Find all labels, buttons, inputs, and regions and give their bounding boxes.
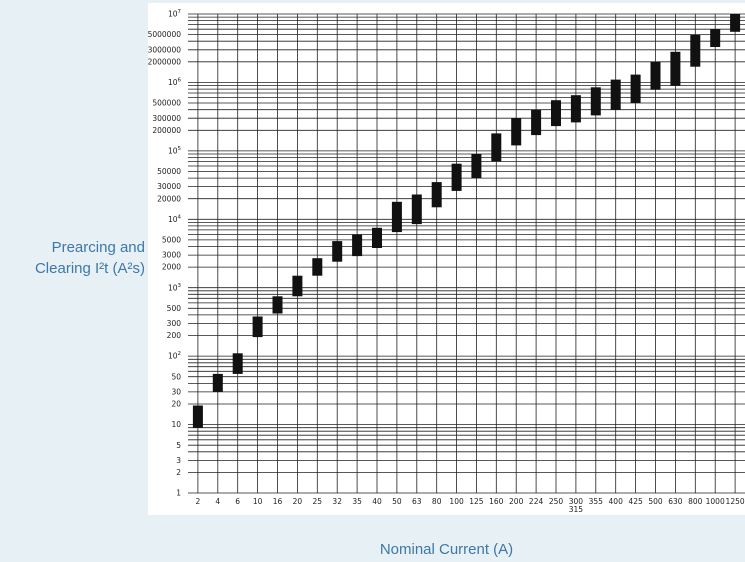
y-tick-label: 5000000 — [148, 30, 181, 39]
bar-425 — [630, 74, 641, 103]
y-tick-labels: 1 2 3 5 10 20 30 50 102 200 300 500 103 2000 3000 5000 1… — [148, 9, 182, 498]
x-tick-label: 1250 — [726, 497, 745, 506]
y-tick-label: 50000 — [157, 167, 181, 176]
x-tick-label: 400 — [609, 497, 624, 506]
y-tick-label: 5 — [176, 441, 181, 450]
bar-500 — [650, 61, 661, 90]
x-tick-label: 425 — [628, 497, 643, 506]
y-tick-label: 3 — [176, 456, 181, 465]
y-tick-label: 2000000 — [148, 57, 181, 66]
y-tick-label: 104 — [168, 214, 182, 224]
bar-2 — [192, 405, 203, 428]
bar-80 — [431, 182, 442, 208]
y-tick-label: 200000 — [152, 126, 181, 135]
y-tick-label: 102 — [168, 351, 181, 361]
y-tick-label: 105 — [168, 146, 182, 156]
y-tick-label: 103 — [168, 283, 182, 293]
x-tick-label: 10 — [253, 497, 263, 506]
bar-1000 — [710, 29, 721, 47]
y-tick-label: 50 — [171, 372, 181, 381]
bar-35 — [352, 234, 363, 257]
x-tick-label: 63 — [412, 497, 422, 506]
x-tick-label: 1000 — [706, 497, 725, 506]
x-tick-label: 4 — [215, 497, 220, 506]
bar-355 — [590, 87, 601, 116]
x-tick-label: 50 — [392, 497, 402, 506]
x-tick-label: 35 — [352, 497, 362, 506]
i2t-chart: 1235102030501022003005001032000300050001… — [148, 9, 745, 514]
x-tick-label: 250 — [549, 497, 564, 506]
y-tick-label: 20000 — [157, 194, 181, 203]
x-tick-label: 355 — [589, 497, 604, 506]
bar-125 — [471, 154, 482, 179]
x-tick-label: 100 — [449, 497, 464, 506]
bars — [192, 14, 741, 428]
y-tick-label: 2000 — [162, 263, 181, 272]
bar-32 — [332, 241, 343, 262]
x-tick-label: 160 — [489, 497, 504, 506]
x-tick-label: 20 — [293, 497, 303, 506]
x-tick-label: 125 — [469, 497, 484, 506]
bar-16 — [272, 296, 283, 314]
bar-800 — [690, 34, 701, 67]
y-tick-label: 2 — [176, 468, 181, 477]
y-tick-label: 3000000 — [148, 45, 181, 54]
y-tick-label: 300000 — [152, 114, 181, 123]
bar-160 — [491, 133, 502, 162]
x-tick-label: 6 — [235, 497, 240, 506]
bar-200 — [511, 118, 522, 146]
y-tick-label: 30 — [171, 388, 181, 397]
bar-40 — [372, 227, 382, 248]
y-tick-label: 500 — [167, 304, 182, 313]
bar-20 — [292, 275, 303, 297]
x-tick-label: 40 — [372, 497, 382, 506]
bar-6 — [232, 353, 243, 374]
bar-250 — [551, 100, 561, 127]
x-tick-label: 25 — [313, 497, 323, 506]
x-tick-label: 300 — [569, 497, 584, 506]
bar-630 — [670, 51, 681, 86]
y-tick-label: 30000 — [157, 182, 181, 191]
bar-4 — [212, 373, 223, 392]
x-tick-labels: 2 4 6 10 16 20 25 32 35 40 50 63 80 100 125 160 200 224 25… — [196, 497, 745, 514]
plot-panel: 1 2 3 5 10 20 30 50 102 200 300 500 103 2000 3000 5000 1… — [148, 3, 745, 515]
bar-224 — [531, 109, 542, 136]
x-tick-label: 800 — [688, 497, 703, 506]
bar-25 — [312, 258, 323, 276]
bar-300 — [570, 95, 581, 123]
x-tick-label: 32 — [332, 497, 342, 506]
bar-400 — [610, 79, 621, 110]
x-tick-label: 630 — [668, 497, 683, 506]
y-tick-label: 3000 — [162, 251, 181, 260]
bar-63 — [411, 194, 422, 225]
y-tick-label: 5000 — [162, 236, 181, 245]
x-axis-title: Nominal Current (A) — [379, 541, 514, 558]
bar-1250 — [730, 14, 741, 32]
y-tick-label: 500000 — [152, 99, 181, 108]
y-axis-title: Prearcing and Clearing I²t (A²s) — [34, 239, 145, 277]
bar-10 — [252, 316, 263, 338]
y-tick-label: 10 — [171, 420, 181, 429]
y-tick-label: 106 — [168, 78, 182, 88]
x-tick-label: 200 — [509, 497, 524, 506]
x-tick-label: 500 — [648, 497, 663, 506]
x-tick-sublabel: 315 — [569, 505, 584, 514]
bar-100 — [451, 163, 462, 191]
x-tick-label: 80 — [432, 497, 442, 506]
x-tick-label: 2 — [196, 497, 201, 506]
y-tick-label: 300 — [167, 319, 182, 328]
horizontal-gridlines — [188, 13, 745, 494]
bar-50 — [391, 201, 402, 233]
y-tick-label: 107 — [168, 9, 182, 19]
y-tick-label: 20 — [171, 400, 181, 409]
x-tick-label: 16 — [273, 497, 283, 506]
y-tick-label: 1 — [176, 489, 181, 498]
x-tick-label: 224 — [529, 497, 544, 506]
y-tick-label: 200 — [167, 331, 182, 340]
